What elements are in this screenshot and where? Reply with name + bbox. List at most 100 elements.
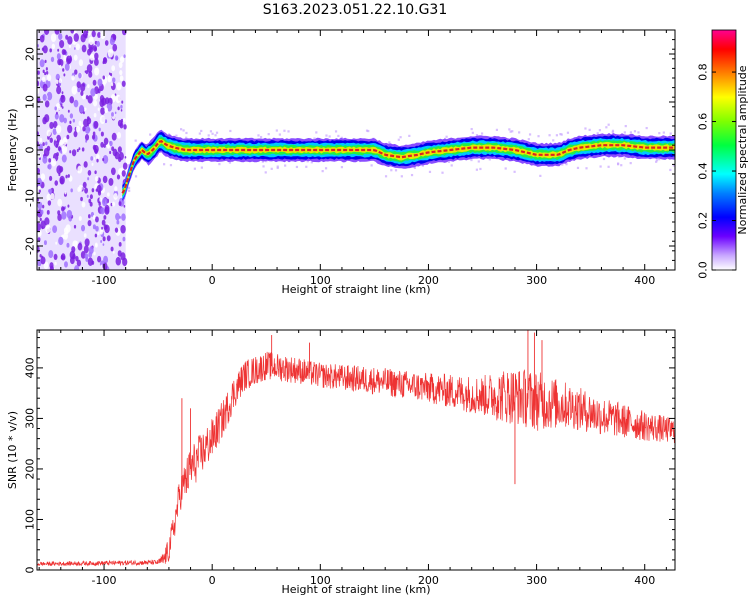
ridge-haze	[623, 157, 626, 160]
noise-speckle	[92, 215, 96, 220]
noise-speckle	[37, 201, 43, 210]
ridge-haze	[313, 137, 316, 140]
noise-speckle	[67, 109, 70, 113]
noise-speckle	[55, 79, 59, 84]
noise-speckle	[69, 113, 74, 119]
noise-speckle	[97, 31, 101, 39]
noise-speckle	[37, 70, 40, 75]
noise-speckle	[55, 111, 58, 115]
noise-speckle	[73, 224, 77, 229]
noise-speckle	[83, 233, 87, 238]
ridge-haze	[559, 133, 562, 136]
noise-speckle	[37, 88, 40, 94]
noise-speckle	[42, 69, 45, 74]
noise-speckle	[121, 170, 126, 177]
colorbar-tick-label: 0.4	[697, 162, 710, 180]
noise-speckle	[114, 111, 117, 115]
noise-speckle	[124, 155, 127, 159]
noise-speckle	[89, 201, 93, 207]
y-tick-label: 20	[24, 47, 37, 61]
noise-speckle	[89, 194, 93, 200]
ridge-haze	[470, 158, 473, 162]
noise-speckle	[70, 30, 75, 34]
noise-speckle	[96, 154, 100, 160]
noise-speckle	[50, 56, 55, 63]
noise-speckle	[87, 95, 93, 104]
noise-speckle	[80, 90, 84, 96]
noise-speckle	[48, 158, 52, 163]
y-tick-label: 300	[24, 408, 37, 429]
noise-speckle	[79, 104, 84, 113]
noise-speckle	[92, 224, 96, 230]
noise-speckle	[52, 225, 58, 234]
ridge-haze	[185, 136, 188, 139]
ridge-haze	[390, 169, 393, 172]
ridge-haze	[620, 164, 623, 167]
ridge-haze	[134, 139, 137, 142]
noise-speckle	[118, 168, 123, 176]
noise-speckle	[51, 158, 57, 167]
ridge-haze	[128, 189, 131, 192]
noise-speckle	[48, 189, 51, 193]
noise-speckle	[119, 56, 125, 64]
noise-speckle	[109, 140, 113, 147]
ridge-haze	[560, 133, 563, 136]
noise-speckle	[63, 73, 66, 77]
noise-speckle	[45, 67, 48, 71]
noise-speckle	[114, 227, 119, 233]
colorbar-tick-label: 0.8	[697, 63, 710, 81]
noise-speckle	[46, 129, 51, 137]
noise-speckle	[75, 43, 80, 51]
noise-speckle	[119, 75, 124, 82]
ridge-haze	[488, 158, 491, 161]
ridge-haze	[207, 134, 210, 137]
noise-speckle	[84, 125, 91, 134]
noise-speckle	[88, 128, 91, 132]
ridge-haze	[616, 162, 620, 165]
ridge-haze	[334, 130, 338, 133]
noise-speckle	[65, 55, 72, 65]
noise-speckle	[110, 73, 113, 77]
noise-speckle	[117, 146, 122, 153]
noise-speckle	[121, 213, 126, 221]
noise-speckle	[95, 225, 99, 232]
noise-speckle	[118, 156, 122, 163]
ridge-haze	[305, 165, 308, 168]
noise-speckle	[76, 81, 81, 89]
noise-speckle	[75, 240, 78, 245]
y-tick-label: 400	[24, 357, 37, 378]
colorbar-tick-label: 0.0	[697, 261, 710, 279]
noise-speckle	[72, 118, 75, 123]
x-tick-label: 400	[634, 274, 655, 287]
ridge-haze	[287, 130, 290, 133]
noise-speckle	[41, 226, 44, 230]
colorbar-tick-label: 0.2	[697, 212, 710, 230]
noise-speckle	[87, 177, 90, 181]
noise-speckle	[120, 109, 123, 112]
noise-speckle	[56, 86, 62, 95]
noise-speckle	[91, 188, 95, 193]
noise-speckle	[114, 55, 119, 61]
x-tick-label: -100	[92, 574, 117, 587]
ridge-haze	[548, 134, 551, 137]
noise-speckle	[37, 259, 42, 267]
noise-speckle	[86, 194, 89, 198]
noise-speckle	[63, 117, 67, 124]
ridge-haze	[645, 126, 648, 130]
noise-speckle	[62, 137, 68, 145]
noise-speckle	[122, 162, 128, 170]
ridge-haze	[479, 167, 482, 171]
noise-speckle	[103, 215, 107, 220]
noise-speckle	[99, 197, 103, 202]
ridge-haze	[537, 135, 540, 138]
ridge-haze	[149, 133, 152, 136]
noise-speckle	[73, 54, 78, 61]
top-y-axis-label: Frequency (Hz)	[6, 109, 19, 192]
ridge-haze	[611, 131, 614, 134]
noise-speckle	[58, 172, 61, 177]
noise-speckle	[96, 184, 102, 193]
ridge-core	[121, 139, 675, 194]
noise-speckle	[100, 141, 104, 148]
ridge-haze	[175, 134, 178, 137]
ridge-haze	[283, 129, 286, 132]
